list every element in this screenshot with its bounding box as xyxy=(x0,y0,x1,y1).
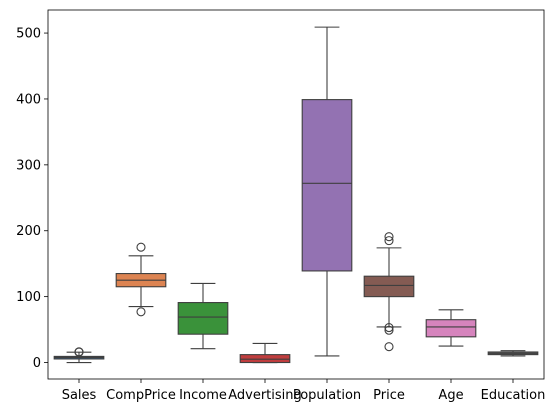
boxes-layer xyxy=(53,26,539,364)
x-tick-label: Sales xyxy=(62,388,97,403)
box-advertising xyxy=(239,342,291,364)
x-tick-label: Advertising xyxy=(228,388,302,403)
iqr-box xyxy=(239,354,291,364)
outlier-point xyxy=(384,323,394,333)
outlier-point xyxy=(74,347,84,357)
outlier-point xyxy=(136,242,146,252)
x-tick-label: Price xyxy=(373,388,405,403)
box-sales xyxy=(53,347,105,364)
outlier-point xyxy=(136,307,146,317)
y-axis: 0 100 200 300 400 500 xyxy=(16,27,48,371)
x-tick-label: CompPrice xyxy=(106,388,176,403)
iqr-box xyxy=(425,319,477,338)
iqr-box xyxy=(301,99,353,272)
box-population xyxy=(301,26,353,357)
x-tick-label: Age xyxy=(438,388,463,403)
y-tick-label: 0 xyxy=(33,356,41,371)
outlier-point xyxy=(384,232,394,242)
box-education xyxy=(487,350,539,357)
box-age xyxy=(425,309,477,347)
y-tick-label: 300 xyxy=(16,158,41,173)
outlier-point xyxy=(384,325,394,335)
outlier-point xyxy=(384,342,394,352)
y-tick-label: 200 xyxy=(16,224,41,239)
x-tick-label: Population xyxy=(293,388,361,403)
box-price xyxy=(363,232,415,352)
iqr-box xyxy=(177,302,229,335)
outlier-point xyxy=(384,236,394,246)
y-tick-label: 500 xyxy=(16,27,41,42)
x-tick-label: Education xyxy=(481,388,546,403)
iqr-box xyxy=(363,275,415,298)
box-compprice xyxy=(115,242,167,317)
y-tick-label: 400 xyxy=(16,92,41,107)
y-tick-label: 100 xyxy=(16,290,41,305)
box-income xyxy=(177,282,229,350)
x-axis: Sales CompPrice Income AdvertisingPopulatio… xyxy=(62,379,546,403)
plot-area xyxy=(47,9,545,380)
x-tick-label: Income xyxy=(179,388,227,403)
